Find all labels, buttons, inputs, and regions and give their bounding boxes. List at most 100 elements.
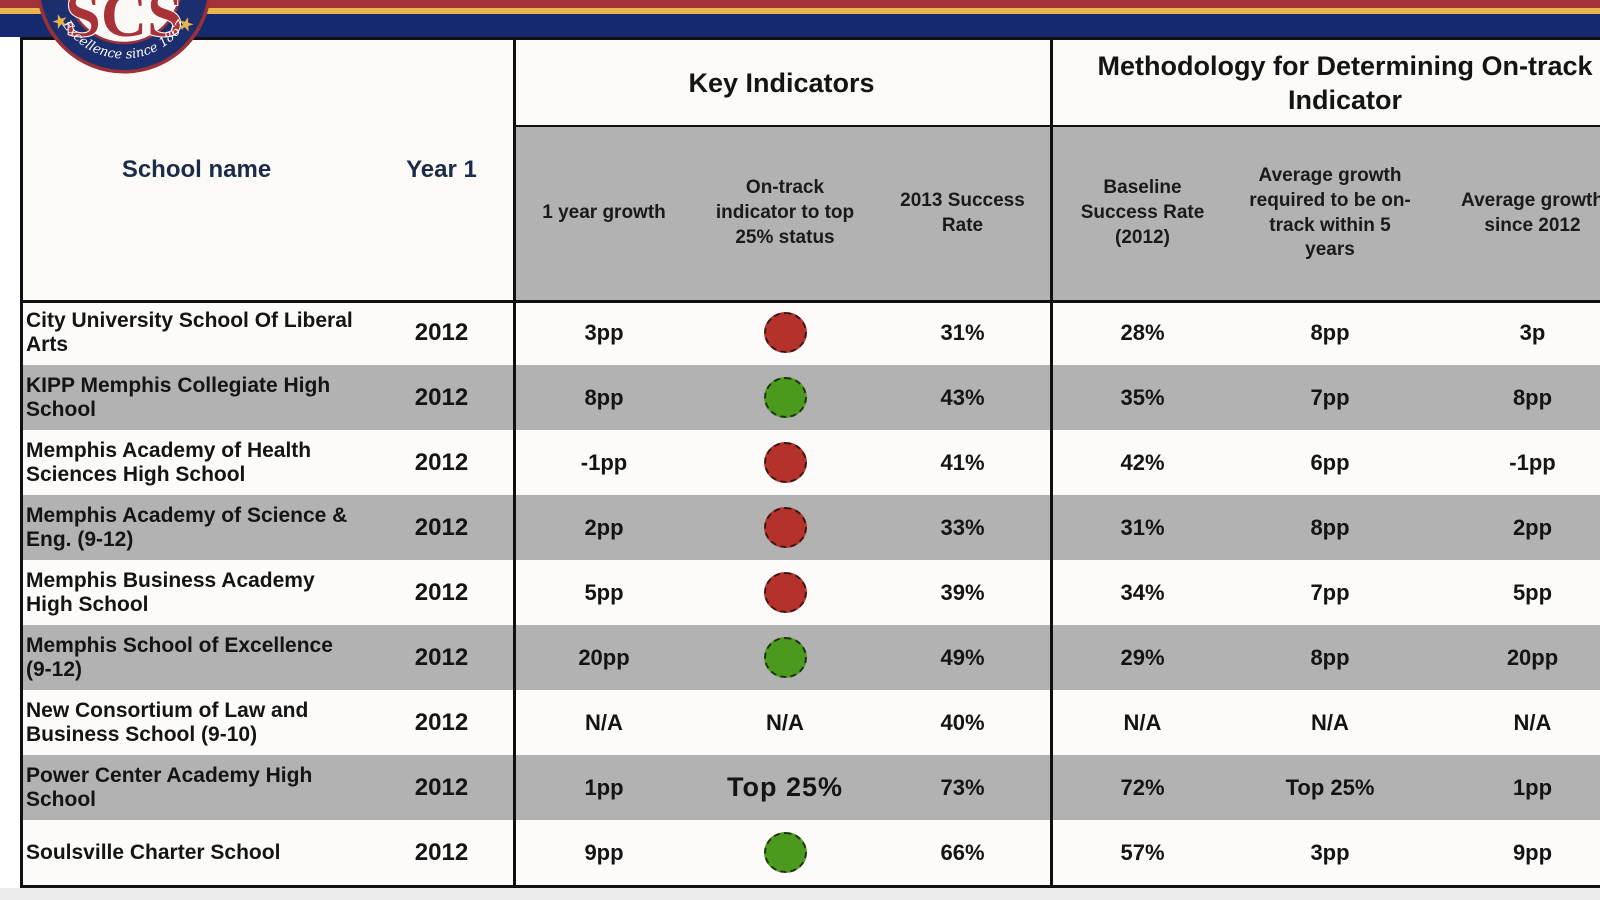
on-track-indicator-cell (695, 365, 875, 430)
year-cell: 2012 (370, 495, 513, 560)
avg-growth-since-cell: 3p (1425, 300, 1600, 365)
avg-growth-since-cell: 2pp (1425, 495, 1600, 560)
seal-star-left-icon: ★ (49, 10, 72, 35)
column-header-avg-growth-since-2012: Average growth since 2012 (1425, 127, 1600, 300)
year-cell: 2012 (370, 625, 513, 690)
table-border-bottom (20, 885, 1600, 888)
growth-1yr-cell: 2pp (513, 495, 695, 560)
on-track-dot-red-icon (763, 442, 807, 483)
school-name-cell: City University School Of Liberal Arts (23, 300, 370, 365)
table-divider-subheader (513, 125, 1600, 127)
banner-stripe-red (0, 0, 1600, 8)
growth-1yr-cell: 5pp (513, 560, 695, 625)
on-track-indicator-cell (695, 300, 875, 365)
left-header-cell: School name Year 1 (23, 40, 513, 300)
avg-growth-required-cell: N/A (1235, 690, 1425, 755)
growth-1yr-cell: -1pp (513, 430, 695, 495)
column-header-baseline-success-rate: Baseline Success Rate (2012) (1050, 127, 1235, 300)
table-border-top (20, 37, 1600, 40)
on-track-dot-green-icon (763, 377, 807, 418)
column-header-1-year-growth: 1 year growth (513, 127, 695, 300)
baseline-2012-cell: 29% (1050, 625, 1235, 690)
success-2013-cell: 49% (875, 625, 1050, 690)
schools-data-table: School name Year 1 Key Indicators Method… (23, 40, 1600, 885)
growth-1yr-cell: N/A (513, 690, 695, 755)
success-2013-cell: 41% (875, 430, 1050, 495)
success-2013-cell: 33% (875, 495, 1050, 560)
baseline-2012-cell: 42% (1050, 430, 1235, 495)
success-2013-cell: 40% (875, 690, 1050, 755)
scs-seal-logo-icon: SCS SHELBY COUNTY SCHOOLS Excellence sin… (37, 0, 211, 74)
growth-1yr-cell: 8pp (513, 365, 695, 430)
year-cell: 2012 (370, 690, 513, 755)
growth-1yr-cell: 3pp (513, 300, 695, 365)
column-header-2013-success-rate: 2013 Success Rate (875, 127, 1050, 300)
avg-growth-required-cell: 7pp (1235, 365, 1425, 430)
on-track-dot-green-icon (763, 637, 807, 678)
avg-growth-since-cell: 1pp (1425, 755, 1600, 820)
school-name-cell: Soulsville Charter School (23, 820, 370, 885)
banner-stripe-gold (0, 8, 1600, 14)
on-track-indicator-cell (695, 430, 875, 495)
avg-growth-since-cell: -1pp (1425, 430, 1600, 495)
on-track-dot-red-icon (763, 572, 807, 613)
success-2013-cell: 39% (875, 560, 1050, 625)
seal-blue-band (41, 0, 207, 70)
growth-1yr-cell: 9pp (513, 820, 695, 885)
success-2013-cell: 31% (875, 300, 1050, 365)
year-cell: 2012 (370, 560, 513, 625)
avg-growth-required-cell: 8pp (1235, 300, 1425, 365)
avg-growth-since-cell: 8pp (1425, 365, 1600, 430)
avg-growth-since-cell: 20pp (1425, 625, 1600, 690)
on-track-indicator-cell (695, 820, 875, 885)
year-cell: 2012 (370, 755, 513, 820)
on-track-indicator-cell: N/A (695, 690, 875, 755)
avg-growth-since-cell: N/A (1425, 690, 1600, 755)
success-2013-cell: 73% (875, 755, 1050, 820)
baseline-2012-cell: N/A (1050, 690, 1235, 755)
avg-growth-since-cell: 5pp (1425, 560, 1600, 625)
avg-growth-required-cell: 6pp (1235, 430, 1425, 495)
column-header-avg-growth-required: Average growth required to be on-track w… (1235, 127, 1425, 300)
school-name-cell: Power Center Academy High School (23, 755, 370, 820)
school-name-cell: Memphis Academy of Science & Eng. (9-12) (23, 495, 370, 560)
table-divider-key-indicators (513, 37, 516, 888)
on-track-indicator-cell (695, 560, 875, 625)
success-2013-cell: 43% (875, 365, 1050, 430)
avg-growth-since-cell: 9pp (1425, 820, 1600, 885)
seal-star-right-icon: ★ (175, 13, 197, 38)
on-track-indicator-cell (695, 495, 875, 560)
baseline-2012-cell: 28% (1050, 300, 1235, 365)
school-name-cell: Memphis Academy of Health Sciences High … (23, 430, 370, 495)
on-track-dot-red-icon (763, 507, 807, 548)
on-track-indicator-cell: Top 25% (695, 755, 875, 820)
column-header-year-1: Year 1 (406, 156, 477, 183)
group-header-key-indicators: Key Indicators (513, 40, 1050, 127)
school-name-cell: KIPP Memphis Collegiate High School (23, 365, 370, 430)
year-cell: 2012 (370, 430, 513, 495)
baseline-2012-cell: 72% (1050, 755, 1235, 820)
banner-stripe-navy (0, 14, 1600, 37)
on-track-indicator-cell (695, 625, 875, 690)
year-cell: 2012 (370, 365, 513, 430)
on-track-dot-red-icon (763, 312, 807, 353)
column-header-school-name: School name (121, 156, 272, 183)
growth-1yr-cell: 1pp (513, 755, 695, 820)
avg-growth-required-cell: 8pp (1235, 625, 1425, 690)
column-header-on-track-indicator: On-track indicator to top 25% status (695, 127, 875, 300)
avg-growth-required-cell: 3pp (1235, 820, 1425, 885)
growth-1yr-cell: 20pp (513, 625, 695, 690)
group-header-methodology: Methodology for Determining On-track Ind… (1050, 40, 1600, 127)
avg-growth-required-cell: 8pp (1235, 495, 1425, 560)
on-track-dot-green-icon (763, 832, 807, 873)
school-name-cell: Memphis School of Excellence (9-12) (23, 625, 370, 690)
table-border-left (20, 37, 23, 888)
seal-acronym: SCS (65, 0, 182, 50)
baseline-2012-cell: 35% (1050, 365, 1235, 430)
baseline-2012-cell: 34% (1050, 560, 1235, 625)
baseline-2012-cell: 57% (1050, 820, 1235, 885)
year-cell: 2012 (370, 300, 513, 365)
page-bottom-strip (0, 888, 1600, 900)
baseline-2012-cell: 31% (1050, 495, 1235, 560)
